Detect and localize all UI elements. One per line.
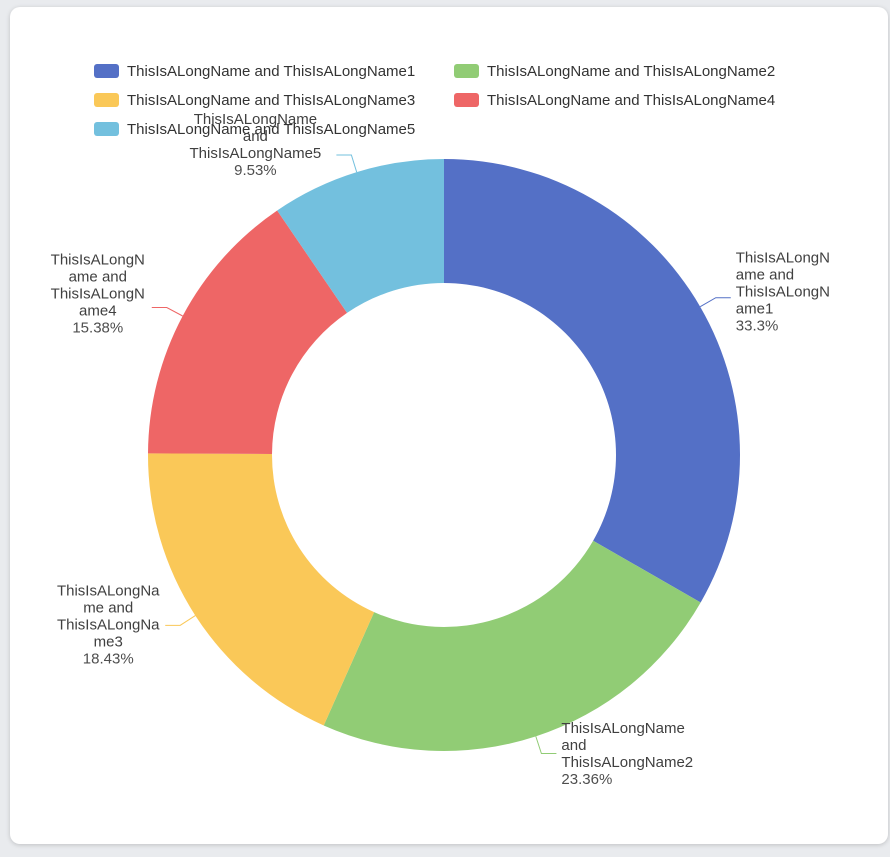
label-leader-line xyxy=(699,297,731,308)
slice-label-percent: 18.43% xyxy=(82,650,134,668)
legend-item-label: ThisIsALongName and ThisIsALongName3 xyxy=(127,91,416,109)
legend-item-label: ThisIsALongName and ThisIsALongName1 xyxy=(127,62,416,80)
slice-label: ThisIsALongName and ThisIsALongName1 33.3… xyxy=(736,249,834,334)
label-leader-line xyxy=(151,307,183,317)
legend-swatch-icon xyxy=(94,122,119,136)
slice-label-name: ThisIsALongName and ThisIsALongName1 xyxy=(735,249,830,318)
label-leader-line xyxy=(336,154,358,173)
legend-item[interactable]: ThisIsALongName and ThisIsALongName4 xyxy=(454,90,775,110)
pie-slice[interactable] xyxy=(148,453,375,726)
legend-swatch-icon xyxy=(94,93,119,107)
slice-label-percent: 15.38% xyxy=(72,319,124,337)
legend-swatch-icon xyxy=(454,93,479,107)
slice-label-percent: 33.3% xyxy=(735,317,779,335)
pie-slice[interactable] xyxy=(323,540,701,751)
legend-item[interactable]: ThisIsALongName and ThisIsALongName2 xyxy=(454,61,775,81)
slice-label-name: ThisIsALongName and ThisIsALongName3 xyxy=(56,582,160,651)
pie-slice[interactable] xyxy=(148,210,348,455)
legend-item[interactable]: ThisIsALongName and ThisIsALongName5 xyxy=(94,119,454,139)
legend-item-label: ThisIsALongName and ThisIsALongName5 xyxy=(127,120,416,138)
slice-label-name: ThisIsALongName and ThisIsALongName2 xyxy=(561,719,694,771)
legend-item-label: ThisIsALongName and ThisIsALongName4 xyxy=(487,91,776,109)
legend-item[interactable]: ThisIsALongName and ThisIsALongName1 xyxy=(94,61,454,81)
pie-slice[interactable] xyxy=(444,159,740,603)
legend-swatch-icon xyxy=(454,64,479,78)
legend-item-label: ThisIsALongName and ThisIsALongName2 xyxy=(487,62,776,80)
pie-slice[interactable] xyxy=(277,159,444,313)
slice-label-name: ThisIsALongName and ThisIsALongName5 xyxy=(189,110,322,162)
slice-label: ThisIsALongName and ThisIsALongName4 15.3… xyxy=(49,251,147,336)
legend-item[interactable]: ThisIsALongName and ThisIsALongName3 xyxy=(94,90,454,110)
slice-label: ThisIsALongName and ThisIsALongName3 18.4… xyxy=(56,583,160,668)
slice-label: ThisIsALongName and ThisIsALongName5 9.53… xyxy=(179,111,331,179)
label-leader-line xyxy=(535,736,557,755)
legend-swatch-icon xyxy=(94,64,119,78)
slice-label: ThisIsALongName and ThisIsALongName2 23.3… xyxy=(561,720,713,788)
slice-label-percent: 9.53% xyxy=(234,161,277,179)
slice-label-percent: 23.36% xyxy=(561,770,613,788)
label-leader-line xyxy=(165,615,196,626)
chart-legend: ThisIsALongName and ThisIsALongName1 This… xyxy=(94,61,775,139)
slice-label-name: ThisIsALongName and ThisIsALongName4 xyxy=(50,251,145,320)
